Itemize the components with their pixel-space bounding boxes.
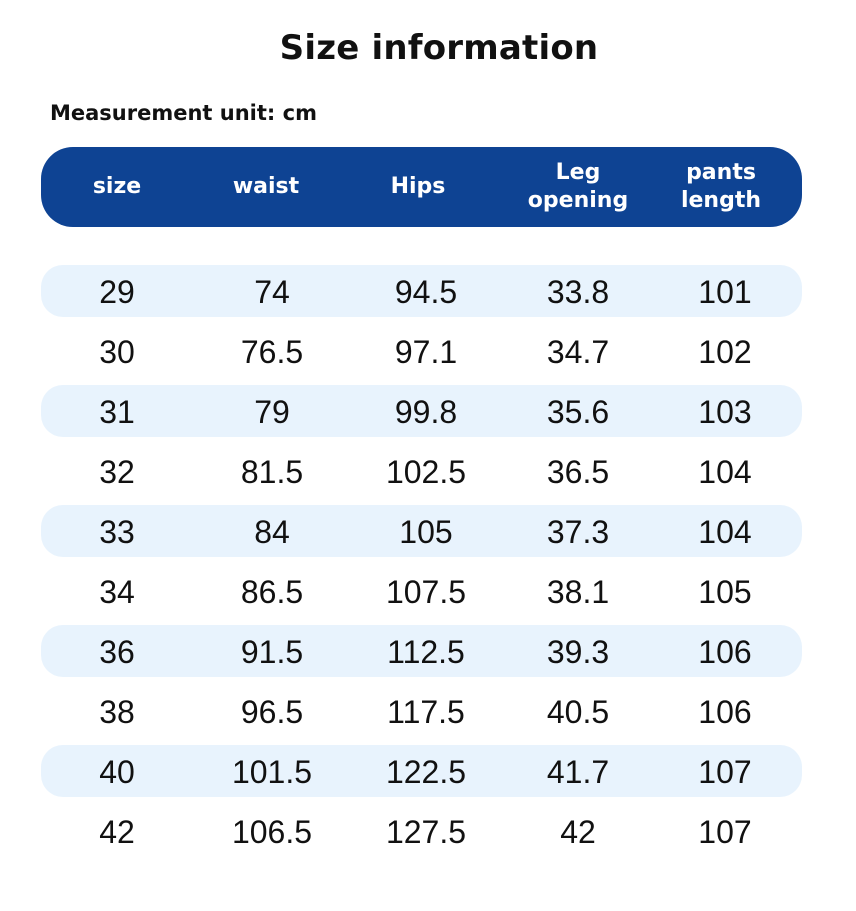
table-cell: 107 <box>698 754 752 790</box>
table-cell: 127.5 <box>385 814 467 850</box>
table-cell: 107 <box>698 814 752 850</box>
table-cell: 79 <box>254 394 290 430</box>
table-cell: 107.5 <box>385 574 467 610</box>
table-cell: 104 <box>698 514 752 550</box>
table-cell: 30 <box>99 334 135 370</box>
table-row: 36 91.5 112.5 39.3 106 <box>41 625 802 677</box>
table-cell: 96.5 <box>240 694 304 730</box>
table-cell: 40 <box>99 754 135 790</box>
table-cell: 37.3 <box>546 514 610 550</box>
table-cell: 39.3 <box>546 634 610 670</box>
table-cell: 76.5 <box>240 334 304 370</box>
header-pants-length-line1: pants <box>686 160 756 185</box>
table-header: size waist Hips Leg opening pants length <box>41 147 802 227</box>
table-cell: 38.1 <box>546 574 610 610</box>
table-row: 42 106.5 127.5 42 107 <box>41 805 802 857</box>
table-cell: 42 <box>99 814 135 850</box>
table-cell: 34 <box>99 574 135 610</box>
table-cell: 101 <box>698 274 752 310</box>
table-cell: 33 <box>99 514 135 550</box>
table-cell: 91.5 <box>240 634 304 670</box>
table-cell: 99.8 <box>394 394 458 430</box>
table-cell: 81.5 <box>240 454 304 490</box>
table-cell: 41.7 <box>546 754 610 790</box>
header-leg-opening-line1: Leg <box>555 160 601 185</box>
table-cell: 40.5 <box>546 694 610 730</box>
table-cell: 105 <box>399 514 453 550</box>
table-row: 38 96.5 117.5 40.5 106 <box>41 685 802 737</box>
table-row: 33 84 105 37.3 104 <box>41 505 802 557</box>
header-hips-label: Hips <box>390 174 446 199</box>
table-cell: 101.5 <box>231 754 313 790</box>
table-cell: 42 <box>560 814 596 850</box>
table-cell: 32 <box>99 454 135 490</box>
table-cell: 97.1 <box>394 334 458 370</box>
table-cell: 112.5 <box>387 634 465 670</box>
table-row: 40 101.5 122.5 41.7 107 <box>41 745 802 797</box>
table-cell: 84 <box>254 514 290 550</box>
table-cell: 103 <box>698 394 752 430</box>
table-cell: 102.5 <box>385 454 467 490</box>
table-cell: 74 <box>254 274 290 310</box>
table-cell: 29 <box>99 274 135 310</box>
table-cell: 94.5 <box>394 274 458 310</box>
table-cell: 117.5 <box>387 694 465 730</box>
header-pants-length: pants length <box>646 147 796 227</box>
table-row: 34 86.5 107.5 38.1 105 <box>41 565 802 617</box>
header-pants-length-line2: length <box>680 188 762 213</box>
table-row: 30 76.5 97.1 34.7 102 <box>41 325 802 377</box>
table-cell: 33.8 <box>546 274 610 310</box>
table-cell: 86.5 <box>240 574 304 610</box>
table-cell: 106 <box>698 634 752 670</box>
table-cell: 36.5 <box>546 454 610 490</box>
table-row: 32 81.5 102.5 36.5 104 <box>41 445 802 497</box>
header-hips: Hips <box>343 147 493 227</box>
header-size-label: size <box>92 174 142 199</box>
header-waist-label: waist <box>232 174 300 199</box>
table-cell: 36 <box>99 634 135 670</box>
table-cell: 106 <box>698 694 752 730</box>
table-cell: 31 <box>99 394 135 430</box>
table-row: 31 79 99.8 35.6 103 <box>41 385 802 437</box>
header-leg-opening-line2: opening <box>527 188 629 213</box>
header-size: size <box>42 147 192 227</box>
table-cell: 35.6 <box>546 394 610 430</box>
header-waist: waist <box>191 147 341 227</box>
table-cell: 102 <box>698 334 752 370</box>
measurement-unit-label: Measurement unit: cm <box>50 101 317 125</box>
table-cell: 122.5 <box>385 754 467 790</box>
table-cell: 34.7 <box>546 334 610 370</box>
table-cell: 104 <box>698 454 752 490</box>
table-cell: 106.5 <box>231 814 313 850</box>
header-leg-opening: Leg opening <box>503 147 653 227</box>
table-cell: 105 <box>698 574 752 610</box>
table-cell: 38 <box>99 694 135 730</box>
page-title: Size information <box>279 28 599 68</box>
table-row: 29 74 94.5 33.8 101 <box>41 265 802 317</box>
